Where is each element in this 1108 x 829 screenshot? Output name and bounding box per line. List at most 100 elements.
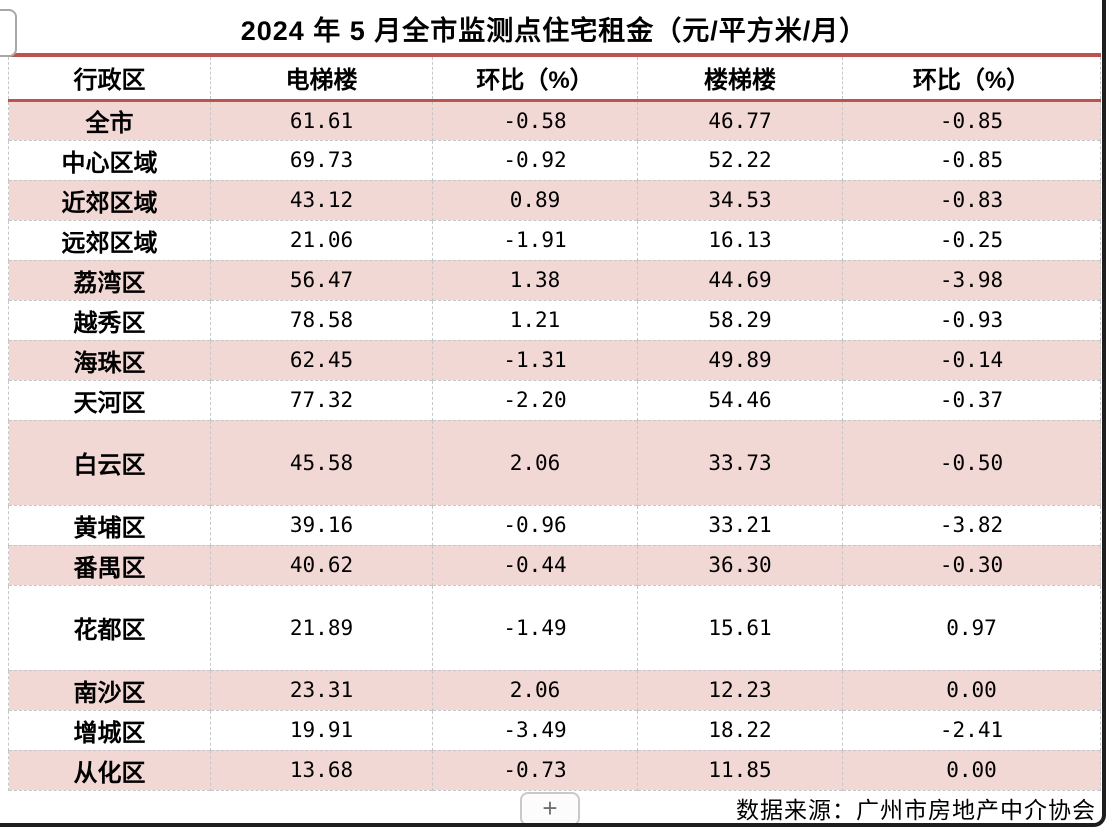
value-cell: -0.37 <box>842 380 1101 420</box>
footer-bar: + 数据来源：广州市房地产中介协会 <box>8 787 1100 826</box>
column-header-region: 行政区 <box>8 55 211 100</box>
table-row: 海珠区 62.45 -1.31 49.89 -0.14 <box>8 340 1101 380</box>
value-cell: -2.41 <box>842 710 1101 750</box>
value-cell: 54.46 <box>637 380 843 420</box>
value-cell: 56.47 <box>210 260 433 300</box>
region-cell: 增城区 <box>8 710 211 750</box>
rent-table-sheet: 2024 年 5 月全市监测点住宅租金（元/平方米/月） 行政区 电梯楼 环比（… <box>8 0 1101 791</box>
column-header-stairs-mom: 环比（%） <box>842 55 1101 100</box>
edge-clipped-button[interactable] <box>0 9 17 57</box>
value-cell: 36.30 <box>637 545 843 585</box>
table-row: 白云区 45.58 2.06 33.73 -0.50 <box>8 420 1101 505</box>
region-cell: 番禺区 <box>8 545 211 585</box>
column-header-elevator-mom: 环比（%） <box>432 55 638 100</box>
value-cell: 0.97 <box>842 585 1101 670</box>
region-cell: 南沙区 <box>8 670 211 710</box>
region-cell: 近郊区域 <box>8 180 211 220</box>
value-cell: -0.93 <box>842 300 1101 340</box>
table-body: 全市 61.61 -0.58 46.77 -0.85 中心区域 69.73 -0.92 52.2… <box>8 100 1101 790</box>
rent-table: 行政区 电梯楼 环比（%） 楼梯楼 环比（%） 全市 61.61 -0.58 46.7… <box>8 53 1101 791</box>
value-cell: -1.91 <box>432 220 638 260</box>
value-cell: 1.38 <box>432 260 638 300</box>
value-cell: 16.13 <box>637 220 843 260</box>
value-cell: 21.06 <box>210 220 433 260</box>
value-cell: 11.85 <box>637 750 843 790</box>
table-row: 南沙区 23.31 2.06 12.23 0.00 <box>8 670 1101 710</box>
value-cell: 52.22 <box>637 140 843 180</box>
region-cell: 黄埔区 <box>8 505 211 545</box>
value-cell: -3.82 <box>842 505 1101 545</box>
column-header-stairs: 楼梯楼 <box>637 55 843 100</box>
value-cell: 78.58 <box>210 300 433 340</box>
value-cell: 33.73 <box>637 420 843 505</box>
value-cell: -0.83 <box>842 180 1101 220</box>
table-row: 荔湾区 56.47 1.38 44.69 -3.98 <box>8 260 1101 300</box>
value-cell: 13.68 <box>210 750 433 790</box>
value-cell: 43.12 <box>210 180 433 220</box>
region-cell: 越秀区 <box>8 300 211 340</box>
value-cell: 19.91 <box>210 710 433 750</box>
table-row: 越秀区 78.58 1.21 58.29 -0.93 <box>8 300 1101 340</box>
value-cell: 40.62 <box>210 545 433 585</box>
table-row: 黄埔区 39.16 -0.96 33.21 -3.82 <box>8 505 1101 545</box>
value-cell: 61.61 <box>210 100 433 140</box>
value-cell: -1.31 <box>432 340 638 380</box>
region-cell: 全市 <box>8 100 211 140</box>
value-cell: 0.89 <box>432 180 638 220</box>
value-cell: 44.69 <box>637 260 843 300</box>
table-row: 近郊区域 43.12 0.89 34.53 -0.83 <box>8 180 1101 220</box>
region-cell: 海珠区 <box>8 340 211 380</box>
region-cell: 荔湾区 <box>8 260 211 300</box>
page-title: 2024 年 5 月全市监测点住宅租金（元/平方米/月） <box>240 16 868 46</box>
value-cell: 1.21 <box>432 300 638 340</box>
value-cell: -0.25 <box>842 220 1101 260</box>
value-cell: -2.20 <box>432 380 638 420</box>
data-source-text: 数据来源：广州市房地产中介协会 <box>736 797 1096 823</box>
region-cell: 中心区域 <box>8 140 211 180</box>
table-row: 增城区 19.91 -3.49 18.22 -2.41 <box>8 710 1101 750</box>
table-header: 行政区 电梯楼 环比（%） 楼梯楼 环比（%） <box>8 55 1101 100</box>
value-cell: -0.14 <box>842 340 1101 380</box>
table-row: 中心区域 69.73 -0.92 52.22 -0.85 <box>8 140 1101 180</box>
region-cell: 白云区 <box>8 420 211 505</box>
value-cell: 0.00 <box>842 750 1101 790</box>
value-cell: 34.53 <box>637 180 843 220</box>
region-cell: 远郊区域 <box>8 220 211 260</box>
value-cell: 46.77 <box>637 100 843 140</box>
value-cell: 58.29 <box>637 300 843 340</box>
value-cell: 2.06 <box>432 420 638 505</box>
region-cell: 从化区 <box>8 750 211 790</box>
value-cell: 15.61 <box>637 585 843 670</box>
region-cell: 花都区 <box>8 585 211 670</box>
value-cell: 0.00 <box>842 670 1101 710</box>
value-cell: 18.22 <box>637 710 843 750</box>
table-row: 从化区 13.68 -0.73 11.85 0.00 <box>8 750 1101 790</box>
region-cell: 天河区 <box>8 380 211 420</box>
table-row: 花都区 21.89 -1.49 15.61 0.97 <box>8 585 1101 670</box>
value-cell: -0.58 <box>432 100 638 140</box>
value-cell: 69.73 <box>210 140 433 180</box>
value-cell: -1.49 <box>432 585 638 670</box>
value-cell: -0.50 <box>842 420 1101 505</box>
value-cell: -3.49 <box>432 710 638 750</box>
value-cell: 77.32 <box>210 380 433 420</box>
value-cell: 45.58 <box>210 420 433 505</box>
value-cell: -0.92 <box>432 140 638 180</box>
zoom-in-button[interactable]: + <box>520 792 580 826</box>
value-cell: -0.44 <box>432 545 638 585</box>
value-cell: 12.23 <box>637 670 843 710</box>
value-cell: -0.73 <box>432 750 638 790</box>
value-cell: 23.31 <box>210 670 433 710</box>
value-cell: -0.96 <box>432 505 638 545</box>
column-header-elevator: 电梯楼 <box>210 55 433 100</box>
value-cell: 21.89 <box>210 585 433 670</box>
value-cell: -0.85 <box>842 140 1101 180</box>
table-row: 远郊区域 21.06 -1.91 16.13 -0.25 <box>8 220 1101 260</box>
value-cell: 49.89 <box>637 340 843 380</box>
table-row: 全市 61.61 -0.58 46.77 -0.85 <box>8 100 1101 140</box>
value-cell: 33.21 <box>637 505 843 545</box>
value-cell: -0.85 <box>842 100 1101 140</box>
table-row: 番禺区 40.62 -0.44 36.30 -0.30 <box>8 545 1101 585</box>
table-row: 天河区 77.32 -2.20 54.46 -0.37 <box>8 380 1101 420</box>
value-cell: 2.06 <box>432 670 638 710</box>
